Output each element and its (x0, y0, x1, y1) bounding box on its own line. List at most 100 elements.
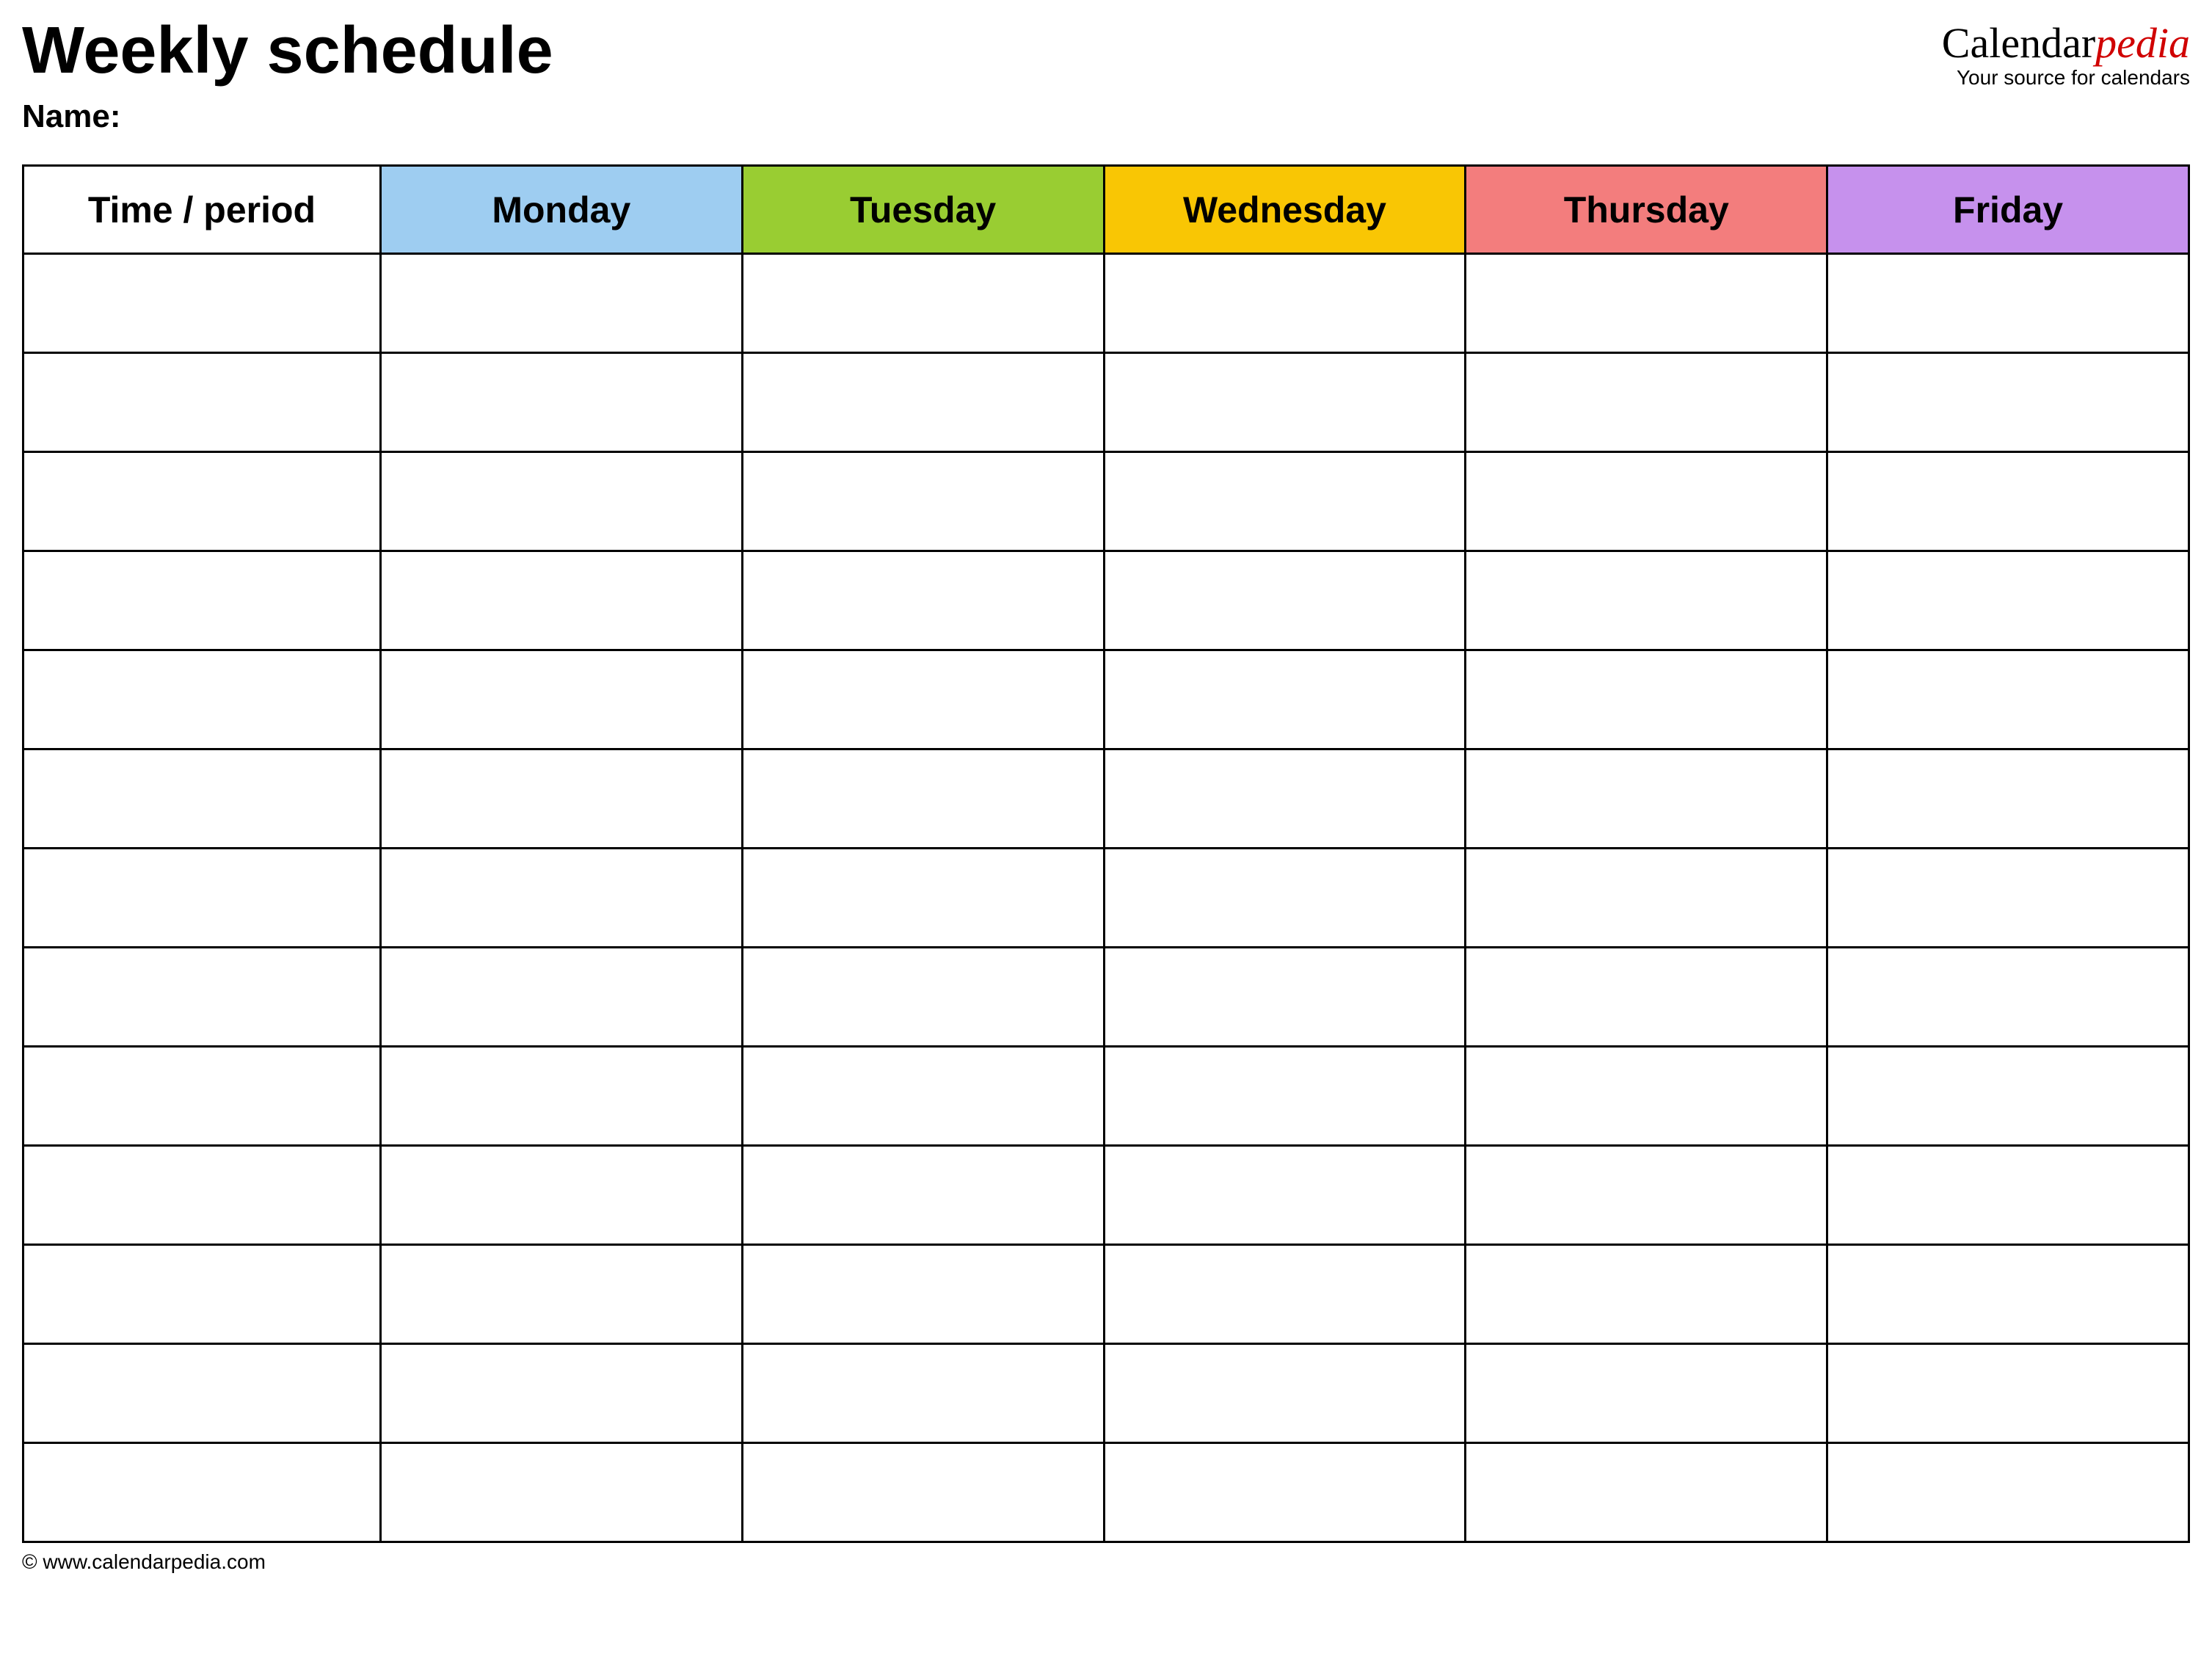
table-row (23, 551, 2189, 650)
schedule-cell (1104, 1146, 1466, 1245)
schedule-cell (1827, 1146, 2189, 1245)
schedule-cell (742, 1047, 1104, 1146)
schedule-cell (742, 1146, 1104, 1245)
schedule-cell (380, 1146, 742, 1245)
table-head: Time / period Monday Tuesday Wednesday T… (23, 166, 2189, 254)
table-body (23, 254, 2189, 1542)
schedule-cell (742, 948, 1104, 1047)
time-cell (23, 254, 381, 353)
schedule-cell (1466, 353, 1827, 452)
schedule-cell (1104, 849, 1466, 948)
schedule-cell (1466, 254, 1827, 353)
schedule-cell (1104, 353, 1466, 452)
header-right: Calendarpedia Your source for calendars (1942, 15, 2190, 90)
day-header-tuesday: Tuesday (742, 166, 1104, 254)
schedule-cell (1827, 749, 2189, 849)
day-header-friday: Friday (1827, 166, 2189, 254)
logo-suffix: pedia (2095, 19, 2190, 67)
table-row (23, 650, 2189, 749)
schedule-cell (742, 1344, 1104, 1443)
table-row (23, 1146, 2189, 1245)
schedule-table: Time / period Monday Tuesday Wednesday T… (22, 164, 2190, 1543)
time-cell (23, 1047, 381, 1146)
schedule-cell (380, 1443, 742, 1542)
schedule-cell (1104, 1443, 1466, 1542)
schedule-cell (742, 749, 1104, 849)
schedule-cell (380, 948, 742, 1047)
schedule-cell (1466, 1047, 1827, 1146)
time-cell (23, 849, 381, 948)
schedule-cell (380, 650, 742, 749)
schedule-cell (742, 650, 1104, 749)
table-row (23, 1344, 2189, 1443)
table-row (23, 749, 2189, 849)
time-cell (23, 1245, 381, 1344)
schedule-cell (1827, 650, 2189, 749)
time-cell (23, 948, 381, 1047)
page-title: Weekly schedule (22, 15, 1942, 87)
table-row (23, 452, 2189, 551)
schedule-cell (1104, 1245, 1466, 1344)
schedule-cell (1827, 254, 2189, 353)
schedule-cell (380, 849, 742, 948)
time-cell (23, 650, 381, 749)
header: Weekly schedule Name: Calendarpedia Your… (22, 15, 2190, 135)
header-left: Weekly schedule Name: (22, 15, 1942, 135)
schedule-cell (380, 254, 742, 353)
schedule-cell (1466, 1245, 1827, 1344)
schedule-cell (1827, 353, 2189, 452)
header-row: Time / period Monday Tuesday Wednesday T… (23, 166, 2189, 254)
schedule-cell (742, 353, 1104, 452)
schedule-cell (1104, 254, 1466, 353)
schedule-cell (1466, 452, 1827, 551)
schedule-cell (380, 1245, 742, 1344)
schedule-cell (380, 1344, 742, 1443)
time-cell (23, 749, 381, 849)
time-cell (23, 551, 381, 650)
schedule-cell (742, 254, 1104, 353)
schedule-cell (742, 551, 1104, 650)
footer-copyright: © www.calendarpedia.com (22, 1550, 2190, 1574)
schedule-cell (1827, 849, 2189, 948)
schedule-cell (742, 1245, 1104, 1344)
day-header-wednesday: Wednesday (1104, 166, 1466, 254)
schedule-cell (1104, 948, 1466, 1047)
schedule-cell (1104, 452, 1466, 551)
schedule-cell (1466, 948, 1827, 1047)
schedule-cell (380, 1047, 742, 1146)
schedule-cell (1827, 1344, 2189, 1443)
schedule-cell (1827, 1245, 2189, 1344)
schedule-cell (742, 849, 1104, 948)
schedule-cell (742, 452, 1104, 551)
schedule-cell (1104, 749, 1466, 849)
schedule-cell (1104, 1344, 1466, 1443)
schedule-cell (1466, 749, 1827, 849)
time-cell (23, 1344, 381, 1443)
table-row (23, 353, 2189, 452)
schedule-cell (1104, 1047, 1466, 1146)
table-row (23, 948, 2189, 1047)
schedule-cell (1827, 551, 2189, 650)
time-cell (23, 1443, 381, 1542)
table-row (23, 1443, 2189, 1542)
table-row (23, 254, 2189, 353)
schedule-cell (1466, 551, 1827, 650)
name-label: Name: (22, 98, 1942, 135)
day-header-thursday: Thursday (1466, 166, 1827, 254)
time-cell (23, 452, 381, 551)
schedule-cell (1104, 551, 1466, 650)
table-row (23, 849, 2189, 948)
schedule-cell (1466, 849, 1827, 948)
schedule-cell (1466, 1146, 1827, 1245)
schedule-cell (1827, 1443, 2189, 1542)
table-row (23, 1245, 2189, 1344)
time-cell (23, 353, 381, 452)
schedule-cell (380, 551, 742, 650)
schedule-cell (1466, 1344, 1827, 1443)
schedule-cell (380, 452, 742, 551)
day-header-monday: Monday (380, 166, 742, 254)
logo-tagline: Your source for calendars (1942, 66, 2190, 90)
schedule-cell (380, 353, 742, 452)
time-period-header: Time / period (23, 166, 381, 254)
table-row (23, 1047, 2189, 1146)
